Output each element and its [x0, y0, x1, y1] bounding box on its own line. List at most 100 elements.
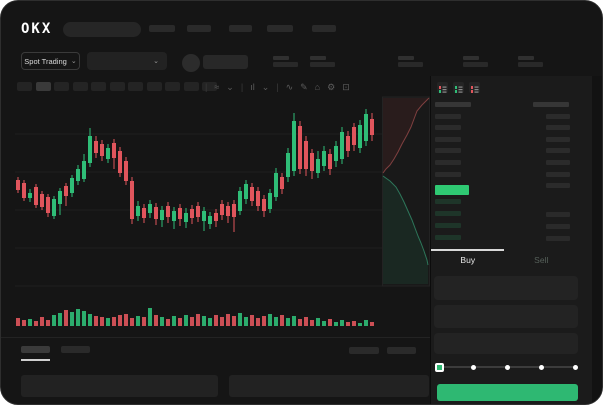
bottom-tab-active[interactable] — [21, 346, 50, 353]
okx-logo: OKX — [21, 21, 53, 37]
coin-avatar[interactable] — [182, 54, 200, 72]
ask-price[interactable] — [435, 148, 461, 154]
total-field[interactable] — [434, 333, 578, 354]
volume-bar — [274, 317, 278, 326]
last-price-bar[interactable] — [435, 185, 469, 195]
buy-submit-button[interactable] — [437, 384, 578, 401]
market-type-selector[interactable]: Spot Trading ⌄ — [21, 52, 80, 70]
orderbook-header-amount[interactable] — [533, 102, 569, 107]
slider-stop[interactable] — [471, 364, 476, 370]
line-tool-icon[interactable]: ∿ — [285, 81, 294, 92]
ask-amount[interactable] — [546, 171, 570, 177]
timeframe-button[interactable] — [35, 82, 51, 91]
volume-bar — [202, 316, 206, 326]
camera-icon[interactable]: ⌂ — [314, 81, 321, 92]
timeframe-button[interactable] — [91, 82, 106, 91]
nav-item[interactable] — [312, 25, 336, 32]
candle-body — [52, 199, 56, 216]
timeframe-button[interactable] — [128, 82, 143, 91]
stat-value-placeholder — [463, 62, 488, 67]
ask-amount[interactable] — [546, 183, 570, 189]
book-combined-icon[interactable] — [437, 82, 448, 93]
candle-body — [28, 193, 32, 198]
divider: | — [205, 81, 208, 92]
bid-price[interactable] — [435, 211, 461, 216]
bottom-tab[interactable] — [61, 346, 90, 353]
bid-price[interactable] — [435, 199, 461, 204]
price-field[interactable] — [434, 276, 578, 300]
indicator-icon[interactable]: ≈ — [214, 81, 220, 92]
ask-price[interactable] — [435, 113, 461, 119]
bid-amount[interactable] — [546, 223, 570, 229]
bid-amount[interactable] — [546, 211, 570, 217]
draw-icon[interactable]: ✎ — [300, 81, 308, 92]
slider-handle[interactable] — [435, 362, 444, 372]
volume-bar — [106, 318, 110, 326]
volume-bar — [322, 321, 326, 326]
volume-bar — [88, 314, 92, 326]
bottom-panel-block[interactable] — [229, 375, 429, 397]
candle-body — [172, 211, 176, 221]
bottom-tab-underline — [21, 359, 50, 361]
candlestick-chart[interactable] — [1, 1, 431, 405]
ask-price[interactable] — [435, 160, 461, 165]
nav-item[interactable] — [229, 25, 252, 32]
nav-item[interactable] — [187, 25, 211, 32]
compare-icon[interactable]: ıl — [250, 81, 255, 92]
timeframe-button[interactable] — [165, 82, 180, 91]
timeframe-button[interactable] — [202, 82, 217, 91]
fullscreen-icon[interactable]: ⊡ — [342, 81, 350, 92]
nav-item[interactable] — [267, 25, 293, 32]
orderbook-header-price[interactable] — [435, 102, 471, 107]
volume-bar — [166, 319, 170, 326]
ask-price[interactable] — [435, 125, 461, 131]
search-input[interactable] — [63, 22, 141, 37]
bottom-panel-block[interactable] — [21, 375, 218, 397]
slider-stop[interactable] — [573, 364, 578, 370]
ask-amount[interactable] — [546, 125, 570, 131]
candle-body — [358, 125, 362, 148]
tab-sell[interactable]: Sell — [534, 255, 549, 265]
chevron-down-icon[interactable]: ⌄ — [226, 81, 234, 92]
volume-bar — [286, 318, 290, 326]
bottom-right-item[interactable] — [387, 347, 416, 354]
volume-bar — [352, 321, 356, 326]
volume-bar — [112, 317, 116, 326]
volume-bar — [334, 322, 338, 326]
volume-bar — [226, 314, 230, 326]
ask-amount[interactable] — [546, 136, 570, 142]
nav-item[interactable] — [149, 25, 175, 32]
timeframe-button[interactable] — [72, 82, 88, 91]
amount-field[interactable] — [434, 305, 578, 328]
timeframe-button[interactable] — [109, 82, 125, 91]
bottom-right-item[interactable] — [349, 347, 379, 354]
book-asks-icon[interactable] — [469, 82, 480, 93]
volume-bar — [208, 318, 212, 326]
bid-price[interactable] — [435, 235, 461, 240]
timeframe-button[interactable] — [183, 82, 199, 91]
bid-price[interactable] — [435, 223, 461, 228]
tab-buy[interactable]: Buy — [460, 255, 476, 265]
timeframe-button[interactable] — [17, 82, 32, 91]
ask-amount[interactable] — [546, 160, 570, 165]
ask-amount[interactable] — [546, 113, 570, 119]
pair-select[interactable]: ⌄ — [87, 52, 167, 70]
depth-bid-line — [382, 175, 429, 266]
chevron-down-icon[interactable]: ⌄ — [261, 81, 270, 92]
slider-stop[interactable] — [539, 364, 544, 370]
volume-bar — [220, 317, 224, 326]
bid-amount[interactable] — [546, 235, 570, 241]
candle-body — [100, 144, 104, 156]
slider-stop[interactable] — [505, 364, 510, 370]
ask-amount[interactable] — [546, 148, 570, 154]
ask-price[interactable] — [435, 136, 461, 142]
volume-bar — [298, 319, 302, 326]
timeframe-button[interactable] — [54, 82, 69, 91]
candle-body — [34, 187, 38, 205]
book-bids-icon[interactable] — [453, 82, 464, 93]
candle-body — [250, 187, 254, 201]
ask-price[interactable] — [435, 171, 461, 177]
volume-bar — [328, 319, 332, 326]
settings-icon[interactable]: ⚙ — [327, 81, 336, 92]
timeframe-button[interactable] — [146, 82, 162, 91]
